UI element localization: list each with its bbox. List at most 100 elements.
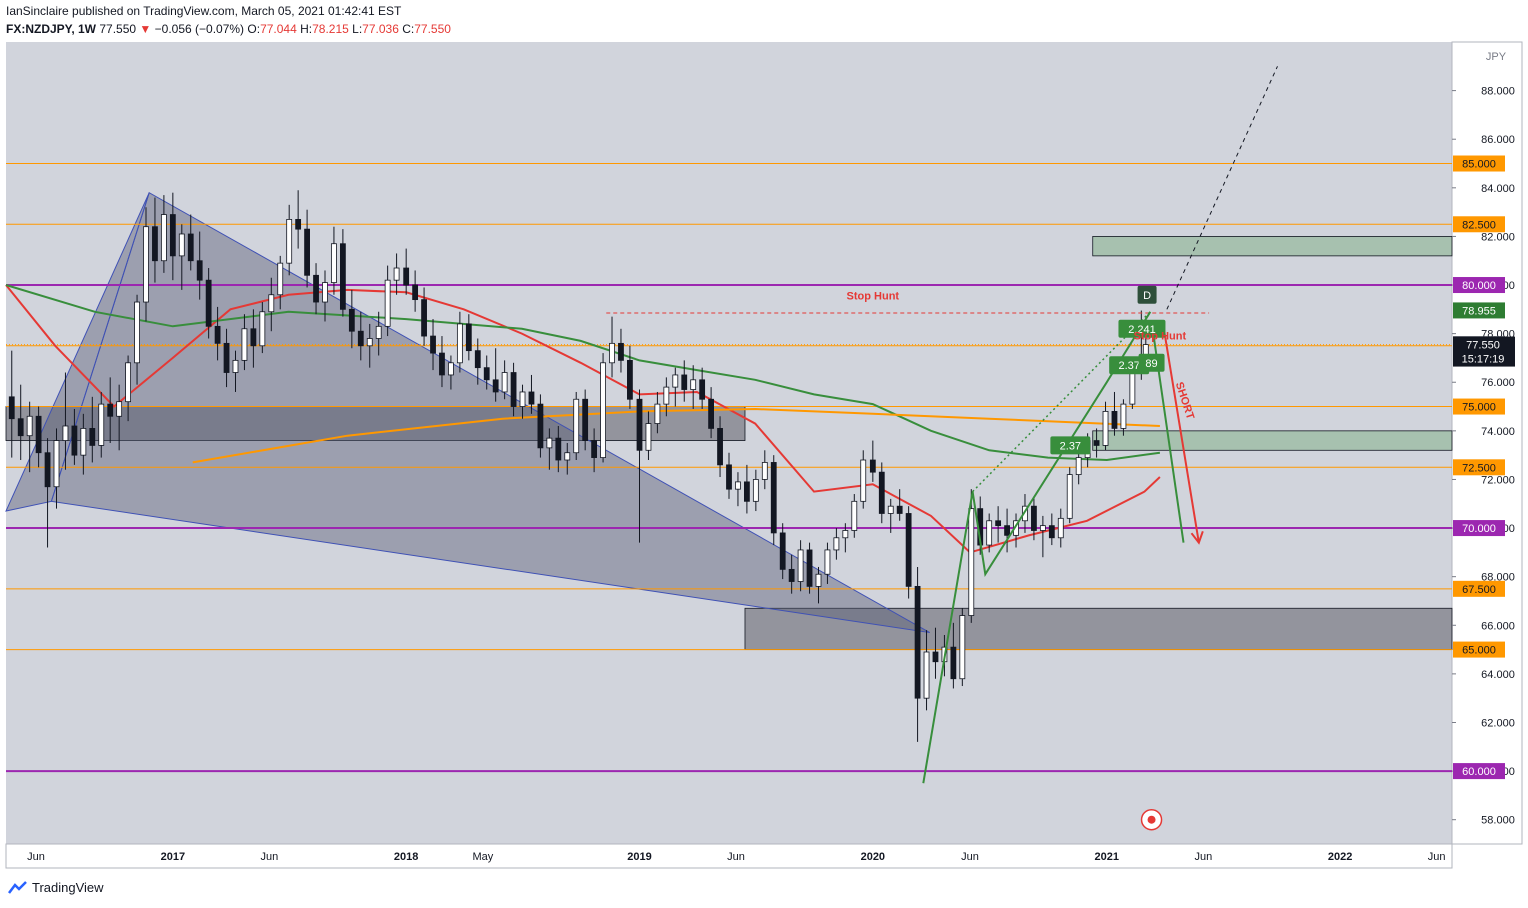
candle	[384, 265, 391, 337]
candle	[134, 294, 140, 385]
candle	[259, 302, 266, 354]
candle-body	[107, 403, 114, 417]
candle-body	[824, 549, 831, 575]
candle	[125, 355, 131, 422]
candle	[1039, 515, 1046, 558]
candle-body	[403, 267, 410, 286]
y-tick-label: 76.000	[1481, 377, 1515, 389]
zone-3	[1092, 236, 1453, 257]
candle-body	[887, 505, 894, 514]
candle	[89, 396, 96, 463]
candle	[339, 229, 346, 317]
pattern-ratio-line	[972, 311, 1151, 493]
candle	[474, 338, 481, 385]
point-label-d-text: D	[1143, 290, 1151, 302]
candle	[869, 440, 876, 482]
candle	[797, 540, 804, 592]
candle	[169, 192, 176, 281]
level-badge-6: 70.000	[1453, 520, 1505, 537]
candle-body	[896, 505, 903, 514]
zone-1	[744, 607, 1453, 650]
level-badge-5-bg	[1453, 459, 1505, 476]
candle-body	[1048, 525, 1055, 539]
countdown-text: 15:17:19	[1462, 354, 1505, 366]
candle-body	[752, 479, 759, 502]
candle-body	[1031, 505, 1037, 531]
candle-body	[1004, 525, 1010, 536]
candle-body	[690, 379, 697, 390]
candle	[348, 289, 355, 349]
candle	[53, 428, 60, 509]
candle	[250, 309, 257, 368]
ratio-label-1-text: 2.241	[1128, 324, 1156, 336]
candle-body	[1129, 369, 1136, 405]
candle	[806, 542, 813, 594]
candle-body	[232, 359, 239, 373]
candle	[824, 542, 831, 584]
level-badge-1-bg	[1453, 216, 1505, 233]
candle-body	[510, 372, 517, 407]
y-tick-label: 62.000	[1481, 717, 1515, 729]
candle	[627, 345, 633, 409]
level-badge-0-bg	[1453, 155, 1505, 172]
y-tick-label: 58.000	[1481, 815, 1515, 827]
last-price-text: 77.550	[1466, 340, 1500, 352]
candle	[699, 367, 706, 409]
candle-body	[439, 352, 445, 376]
moving-average-green	[5, 284, 1161, 462]
candle	[98, 391, 105, 458]
candle	[618, 328, 624, 373]
candle	[421, 287, 427, 346]
level-badge-4-bg	[1453, 398, 1505, 415]
low-label: L:	[352, 22, 363, 36]
candle-body	[537, 403, 544, 449]
candle	[196, 231, 203, 300]
low-value: 77.036	[362, 22, 399, 36]
candle	[62, 372, 69, 470]
candle	[510, 362, 517, 417]
candle-body	[779, 532, 786, 570]
close-label: C:	[402, 22, 415, 36]
x-tick-label: Jun	[1194, 851, 1212, 863]
moving-average-red	[5, 284, 1161, 554]
candle	[160, 195, 167, 273]
candle-body	[636, 398, 643, 451]
target-marker-icon[interactable]	[1140, 808, 1163, 831]
candle	[8, 350, 15, 458]
candle-body	[465, 323, 472, 352]
candle	[519, 384, 526, 419]
high-label: H:	[300, 22, 313, 36]
ratio-label-0-text: 2.37	[1060, 440, 1081, 452]
y-tick-label: 72.000	[1481, 474, 1515, 486]
candle	[842, 523, 849, 553]
candle	[555, 425, 562, 473]
y-tick-label: 68.000	[1481, 572, 1515, 584]
level-badge-4-text: 75.000	[1462, 402, 1496, 414]
candle	[439, 336, 445, 388]
candle	[116, 384, 123, 451]
candle	[214, 306, 221, 361]
candle	[986, 513, 993, 553]
last-value: 77.550	[99, 22, 137, 36]
candle	[1102, 401, 1109, 451]
candle-body	[663, 386, 670, 405]
candle-body	[448, 362, 454, 376]
candle-body	[591, 440, 598, 458]
candle-body	[339, 243, 346, 310]
candle	[80, 413, 87, 475]
level-badge-7-text: 67.500	[1462, 584, 1496, 596]
candle-body	[842, 530, 849, 539]
symbol: FX:NZDJPY, 1W	[6, 22, 97, 36]
candle-body	[654, 403, 661, 424]
time-axis-panel	[5, 843, 1453, 869]
y-axis-unit: JPY	[1486, 51, 1507, 63]
candle	[1004, 508, 1010, 553]
candle-body	[672, 374, 679, 388]
ratio-label-3-text: 89	[1145, 358, 1157, 370]
candle	[295, 190, 302, 249]
candle	[528, 374, 535, 414]
candle	[304, 209, 310, 288]
level-badge-7-bg	[1453, 580, 1505, 597]
last-price-badge: 77.550 15:17:19	[1453, 336, 1515, 367]
